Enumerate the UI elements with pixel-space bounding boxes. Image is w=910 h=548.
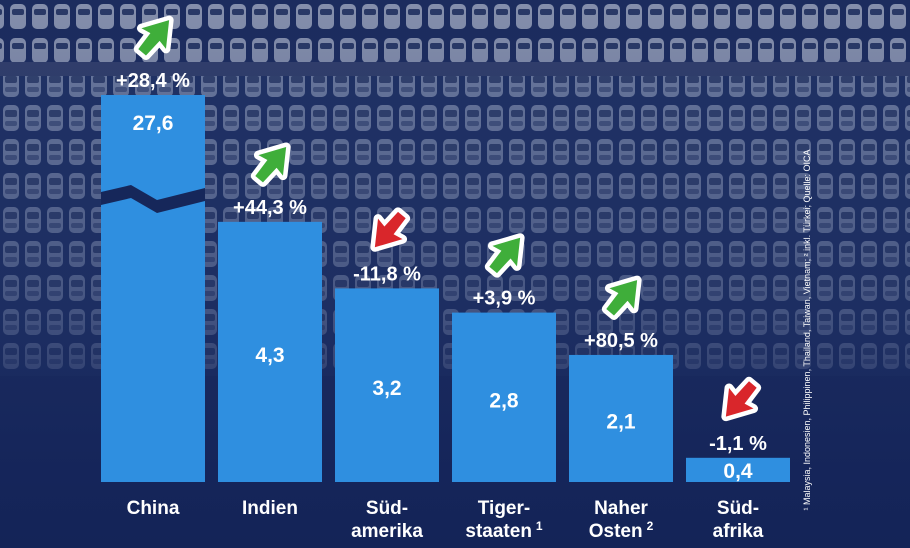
footnote-marker-3: 1 xyxy=(536,519,543,533)
change-label-5: -1,1 % xyxy=(709,433,767,455)
bar-2 xyxy=(335,288,439,482)
axis-break-mark xyxy=(101,185,205,213)
value-label-0: 27,6 xyxy=(133,112,174,135)
green-up-arrow-icon xyxy=(133,15,174,61)
bar-0 xyxy=(101,95,205,482)
red-down-arrow-icon xyxy=(721,376,762,422)
green-up-arrow-icon xyxy=(601,275,642,320)
category-label-3: Tiger- xyxy=(478,498,530,519)
category-label-line2-5: afrika xyxy=(713,521,764,542)
value-label-2: 3,2 xyxy=(372,377,401,400)
category-label-4: Naher xyxy=(594,498,648,519)
change-label-1: +44,3 % xyxy=(233,197,307,219)
change-label-3: +3,9 % xyxy=(473,288,536,310)
category-label-line2-2: amerika xyxy=(351,521,423,542)
bar-1 xyxy=(218,221,322,482)
footnote-marker-4: 2 xyxy=(647,519,654,533)
category-label-line2-3: staaten 1 xyxy=(465,519,543,542)
bar-4 xyxy=(569,354,673,482)
category-label-line2-4: Osten 2 xyxy=(589,519,654,542)
green-up-arrow-icon xyxy=(250,142,291,187)
footnote: ¹ Malaysia, Indonesien, Philippinen, Tha… xyxy=(802,149,812,510)
value-label-3: 2,8 xyxy=(489,389,519,412)
bar-5 xyxy=(686,457,790,482)
category-label-0: China xyxy=(127,498,180,519)
change-label-4: +80,5 % xyxy=(584,330,658,352)
value-label-1: 4,3 xyxy=(255,344,284,367)
green-up-arrow-icon xyxy=(484,233,525,278)
red-down-arrow-icon xyxy=(370,207,411,252)
category-label-1: Indien xyxy=(242,498,298,519)
category-label-5: Süd- xyxy=(717,498,759,519)
category-label-2: Süd- xyxy=(366,498,408,519)
value-label-5: 0,4 xyxy=(723,460,753,483)
bar-3 xyxy=(452,312,556,482)
value-label-4: 2,1 xyxy=(606,410,636,433)
change-label-2: -11,8 % xyxy=(353,263,421,285)
change-label-0: +28,4 % xyxy=(116,70,190,92)
